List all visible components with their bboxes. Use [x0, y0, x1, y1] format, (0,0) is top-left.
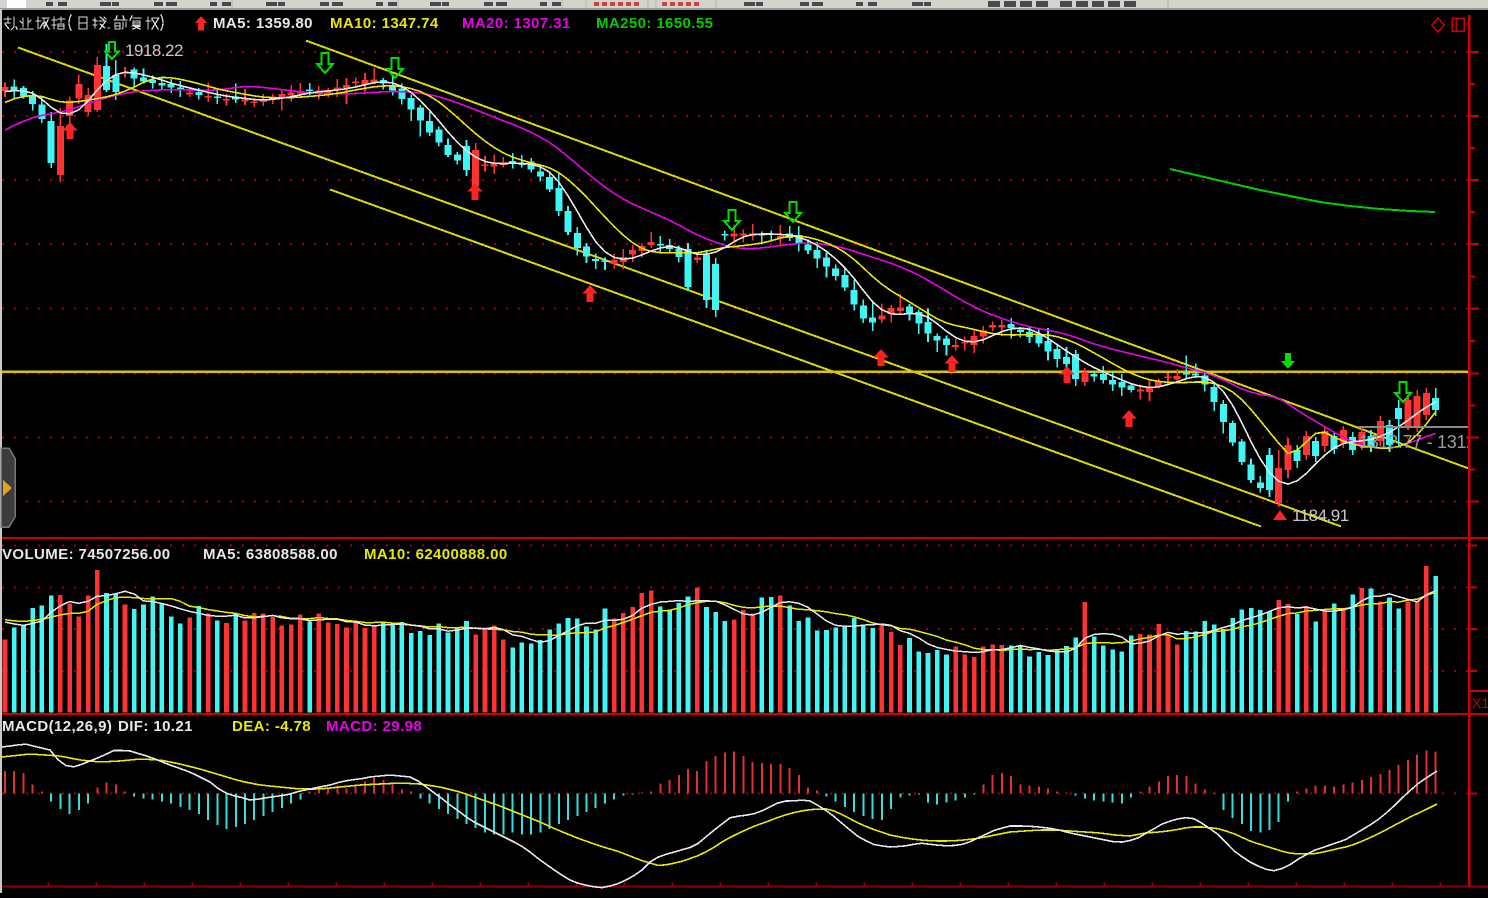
svg-text:MACD: 29.98: MACD: 29.98	[326, 718, 422, 735]
svg-text:1184.91: 1184.91	[1292, 506, 1349, 525]
svg-text:MA5: 63808588.00: MA5: 63808588.00	[203, 546, 338, 563]
svg-text:MA20: 1307.31: MA20: 1307.31	[462, 15, 571, 32]
svg-text:DIF: 10.21: DIF: 10.21	[118, 718, 193, 735]
svg-text:MA10: 62400888.00: MA10: 62400888.00	[364, 546, 508, 563]
svg-text:MA10: 1347.74: MA10: 1347.74	[330, 15, 439, 32]
svg-text:MA5: 1359.80: MA5: 1359.80	[213, 15, 313, 32]
svg-text:X1: X1	[1472, 695, 1488, 711]
svg-text:DEA: -4.78: DEA: -4.78	[232, 718, 311, 735]
svg-text:VOLUME: 74507256.00: VOLUME: 74507256.00	[2, 546, 171, 563]
svg-text:MA250: 1650.55: MA250: 1650.55	[596, 15, 713, 32]
svg-text:1918.22: 1918.22	[125, 41, 183, 60]
svg-text:MACD(12,26,9): MACD(12,26,9)	[2, 718, 112, 735]
svg-text:1312.77 - 1312: 1312.77 - 1312	[1359, 432, 1476, 452]
